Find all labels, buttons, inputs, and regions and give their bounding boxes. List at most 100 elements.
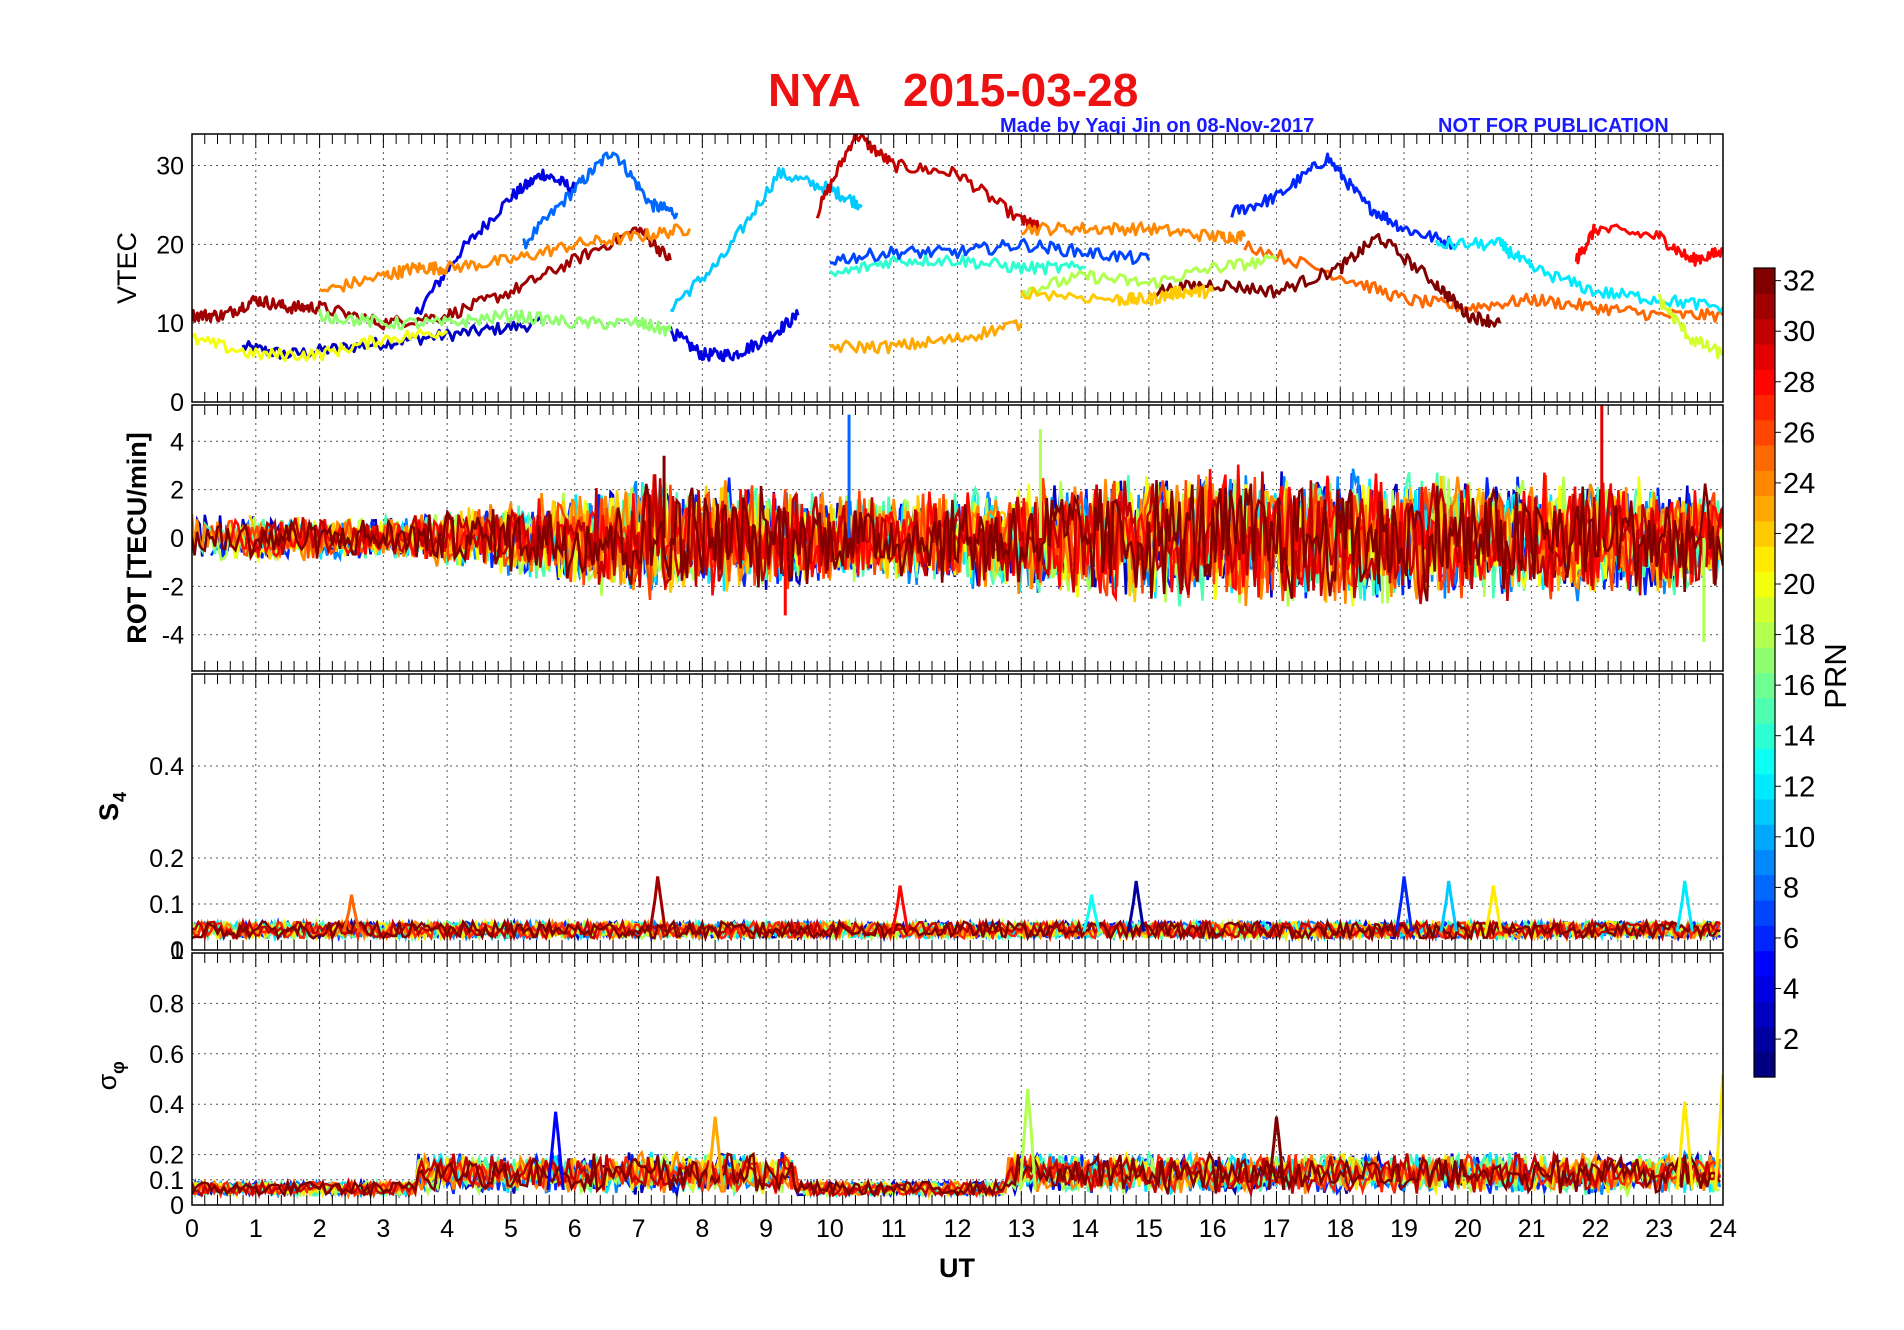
colorbar-segment: [1754, 824, 1775, 851]
colorbar-segment: [1754, 520, 1775, 547]
colorbar-segment: [1754, 925, 1775, 952]
sigma_phi-peak: [1713, 1073, 1723, 1190]
vtec-series-prn-24: [1021, 221, 1246, 244]
colorbar-tick-label: 32: [1783, 266, 1815, 298]
colorbar-segment: [1754, 1001, 1775, 1028]
colorbar-segment: [1754, 546, 1775, 572]
colorbar-segment: [1754, 950, 1775, 977]
vtec-panel: 0 10 20 30: [156, 133, 1724, 417]
data-series-group: [192, 1073, 1723, 1201]
colorbar-tick-label: 10: [1783, 822, 1815, 854]
colorbar-segment: [1754, 419, 1775, 446]
y-tick-label: 0.4: [149, 753, 184, 781]
vtec-series-prn-23: [829, 319, 1023, 355]
colorbar-segment: [1754, 495, 1775, 522]
colorbar-tick-label: 6: [1783, 923, 1799, 955]
sigma_phi-peak: [1018, 1088, 1037, 1190]
x-tick-label: 18: [1326, 1215, 1354, 1243]
colorbar-tick-label: 18: [1783, 620, 1815, 652]
colorbar-tick-label: 30: [1783, 316, 1815, 348]
x-tick-label: 23: [1645, 1215, 1673, 1243]
x-tick-label: 7: [632, 1215, 646, 1243]
x-tick-label: 21: [1518, 1215, 1546, 1243]
vtec-series-prn-6: [1230, 152, 1457, 250]
colorbar-segment: [1754, 798, 1775, 825]
colorbar-tick-label: 2: [1783, 1024, 1799, 1056]
y-tick-label: 20: [156, 231, 184, 259]
vtec-series-prn-31: [192, 226, 672, 331]
colorbar-tick-label: 8: [1783, 872, 1799, 904]
x-tick-label: 3: [376, 1215, 390, 1243]
rot-panel: -4 -2 0 2 4: [162, 404, 1724, 672]
y-tick-label: 0: [170, 1192, 184, 1220]
x-tick-label: 13: [1007, 1215, 1035, 1243]
s4-panel: 0 0.1 0.2 0.4 1: [149, 673, 1724, 965]
x-tick-label: 4: [440, 1215, 454, 1243]
S4-peak: [890, 885, 910, 932]
y-tick-label: 0: [170, 937, 184, 965]
colorbar-tick-label: 16: [1783, 670, 1815, 702]
colorbar-segment: [1754, 874, 1775, 901]
colorbar-segment: [1754, 723, 1775, 749]
credit-made-by: Made by Yaqi Jin on 08-Nov-2017: [1000, 115, 1314, 137]
y-tick-label: 0.8: [149, 990, 184, 1018]
x-tick-label: 10: [816, 1215, 844, 1243]
sigma_phi-series-prn-32: [192, 1150, 1721, 1200]
S4-peak: [1082, 894, 1101, 932]
colorbar-segment: [1754, 647, 1775, 674]
colorbar-tick-label: 12: [1783, 771, 1815, 803]
title-date: 2015-03-28: [903, 64, 1138, 116]
x-tick-label: 0: [185, 1215, 199, 1243]
sigma_phi-series-prn-30: [192, 1150, 1721, 1199]
sigma-phi-panel: 00.10.20.40.60.80 1 2 3 4 5 6 7 8 9 10 11 12 13 14 15 16…: [149, 952, 1737, 1243]
vtec-series-prn-30: [815, 134, 1042, 233]
colorbar-segment: [1754, 773, 1775, 800]
y-tick-label: 0: [170, 525, 184, 553]
vtec-series-prn-22: [1020, 284, 1215, 307]
colorbar-tick-label: 26: [1783, 417, 1815, 449]
y-tick-label: 0.1: [149, 1167, 184, 1195]
x-tick-label: 19: [1390, 1215, 1418, 1243]
colorbar-segment: [1754, 293, 1775, 320]
colorbar-segment: [1754, 470, 1775, 497]
colorbar-tick-label: 4: [1783, 974, 1799, 1006]
vtec-series-prn-18: [1019, 254, 1278, 298]
x-tick-label: 14: [1071, 1215, 1099, 1243]
rot-axis-label: ROT [TECU/min]: [122, 432, 152, 643]
colorbar-segment: [1754, 268, 1775, 294]
colorbar-segment: [1754, 444, 1775, 471]
y-tick-label: 0.4: [149, 1091, 184, 1119]
colorbar-segment: [1754, 394, 1775, 421]
y-tick-label: 0.1: [149, 891, 184, 919]
vtec-series-prn-3: [241, 315, 545, 360]
vtec-series-prn-11: [669, 166, 863, 313]
y-tick-label: 2: [170, 477, 184, 505]
vtec-series-prn-17: [318, 308, 672, 337]
colorbar-segment: [1754, 1051, 1775, 1078]
S4-peak: [1394, 876, 1414, 932]
title-station: NYA: [768, 64, 861, 116]
colorbar-segment: [1754, 849, 1775, 876]
svg-text:φ: φ: [108, 1061, 128, 1074]
S4-series-prn-30: [192, 916, 1720, 943]
colorbar-tick-label: 28: [1783, 367, 1815, 399]
data-series-group: [192, 134, 1723, 363]
x-tick-label: 16: [1199, 1215, 1227, 1243]
y-tick-label: -4: [162, 622, 184, 650]
x-tick-label: 5: [504, 1215, 518, 1243]
colorbar-segment: [1754, 1026, 1775, 1053]
vtec-series-prn-32: [1147, 232, 1502, 328]
colorbar-segment: [1754, 318, 1775, 345]
x-tick-label: 2: [313, 1215, 327, 1243]
x-tick-label: 24: [1709, 1215, 1737, 1243]
colorbar-segment: [1754, 571, 1775, 598]
vtec-series-prn-8: [522, 151, 679, 250]
y-tick-label: 0.2: [149, 845, 184, 873]
x-tick-label: 15: [1135, 1215, 1163, 1243]
y-tick-label: 0.2: [149, 1142, 184, 1170]
x-tick-label: 9: [759, 1215, 773, 1243]
y-tick-label: 0.6: [149, 1041, 184, 1069]
vtec-series-prn-24: [319, 223, 692, 293]
colorbar-segment: [1754, 975, 1775, 1002]
